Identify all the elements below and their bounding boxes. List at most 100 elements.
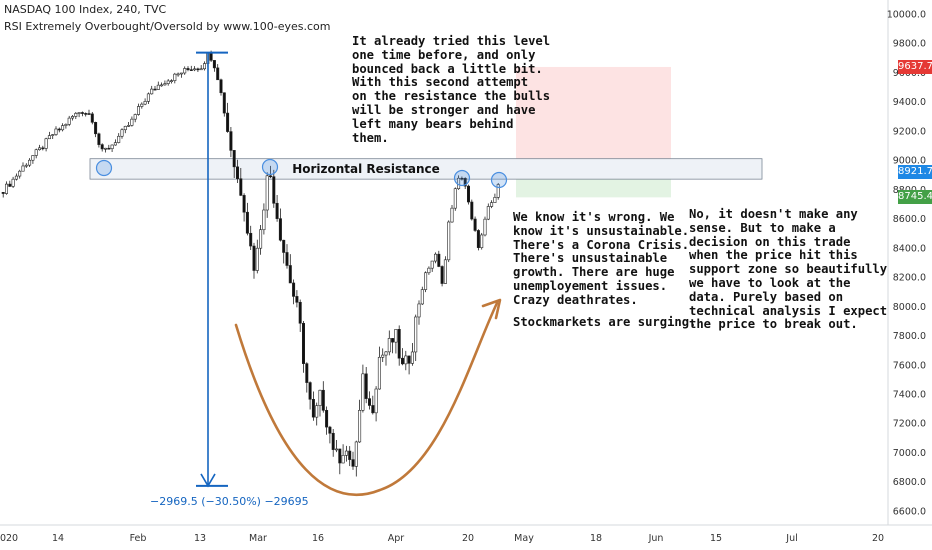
resistance-zone: Horizontal Resistance: [89, 158, 763, 180]
annotation-sentiment: We know it's wrong. We know it's unsusta…: [513, 210, 690, 307]
trend-arc: [234, 298, 502, 497]
candle-body: [166, 80, 170, 84]
candle-body: [301, 322, 305, 364]
candle-body: [87, 113, 91, 115]
price-tag-stop: 9637.7: [898, 59, 932, 74]
candle-body: [80, 112, 84, 114]
candle-body: [328, 426, 332, 434]
candle-body: [265, 175, 269, 211]
u-arc-arrowhead: [481, 298, 502, 320]
candle-body: [334, 448, 338, 451]
candle-body: [473, 218, 477, 231]
candle-body: [170, 80, 174, 82]
stop-loss-zone: [516, 66, 671, 172]
candle-body: [308, 382, 312, 400]
candle-body: [407, 355, 411, 364]
candle-body: [318, 389, 322, 406]
time-axis: 2020 14 Feb 13 Mar 16 Apr 20 May 18 Jun 15 Jul 20: [0, 524, 932, 544]
candle-body: [305, 363, 309, 383]
candle-body: [84, 113, 88, 115]
candle-body: [331, 432, 335, 450]
price-tag-entry: 8921.7: [898, 164, 932, 179]
candle-body: [127, 125, 131, 127]
price-tick-label: 10000.0: [887, 10, 926, 21]
candle-body: [113, 142, 117, 146]
candle-body: [143, 101, 147, 105]
price-tick-label: 8400.0: [893, 243, 926, 254]
candle-body: [107, 147, 111, 150]
candle-body: [176, 73, 180, 76]
candle-body: [417, 303, 421, 318]
candle-body: [236, 166, 240, 179]
candle-body: [186, 68, 190, 70]
price-tick-label: 9000.0: [893, 156, 926, 167]
candle-body: [41, 147, 45, 150]
candle-body: [203, 63, 207, 70]
candle-body: [391, 338, 395, 343]
price-tag-target: 8745.4: [898, 190, 932, 205]
candle-body: [179, 72, 183, 75]
candle-body: [344, 450, 348, 456]
candle-body: [272, 176, 276, 204]
candle-body: [311, 398, 315, 418]
candle-body: [173, 73, 177, 81]
candle-body: [216, 67, 220, 81]
resistance-label: Horizontal Resistance: [292, 162, 440, 176]
candle-body: [394, 329, 398, 343]
price-tick-label: 6600.0: [893, 506, 926, 517]
candle-body: [440, 266, 444, 284]
candle-body: [453, 188, 457, 209]
annotation-technical: No, it doesn't make any sense. But to ma…: [689, 207, 888, 332]
time-tick-label: Jul: [785, 533, 797, 544]
candle-body: [5, 183, 9, 194]
candle-body: [486, 206, 490, 220]
candle-body: [90, 113, 94, 123]
candle-body: [28, 159, 32, 166]
touch-circle: [95, 159, 113, 177]
candle-body: [212, 60, 216, 69]
price-tick-label: 7800.0: [893, 331, 926, 342]
candle-body: [153, 88, 157, 91]
candle-body: [430, 260, 434, 269]
candle-body: [447, 221, 451, 261]
touch-circle: [490, 171, 508, 189]
candle-body: [160, 84, 164, 87]
candle-body: [183, 68, 187, 74]
candle-body: [189, 69, 193, 71]
resistance-box: [89, 158, 763, 180]
candle-body: [37, 147, 41, 151]
candle-body: [450, 207, 454, 223]
candle-body: [239, 178, 243, 196]
candle-body: [255, 247, 259, 271]
candle-body: [371, 405, 375, 414]
candle-body: [361, 373, 365, 411]
candle-body: [414, 316, 418, 353]
candle-body: [137, 106, 141, 115]
candle-body: [61, 125, 65, 131]
price-tick-label: 7000.0: [893, 448, 926, 459]
price-tick-label: 7400.0: [893, 389, 926, 400]
candle-body: [275, 202, 279, 219]
price-tick-label: 9400.0: [893, 97, 926, 108]
candle-body: [57, 128, 61, 131]
candle-body: [133, 114, 137, 120]
candle-body: [226, 112, 230, 132]
measure-label: −2969.5 (−30.50%) −29695: [150, 495, 309, 508]
candle-body: [295, 296, 299, 303]
touch-circle: [453, 169, 471, 187]
price-axis: 6600.0 6800.0 7000.0 7200.0 7400.0 7600.0 7800…: [887, 0, 926, 525]
candle-body: [51, 134, 55, 136]
candle-body: [18, 170, 22, 177]
candle-body: [100, 144, 104, 150]
candle-body: [123, 125, 127, 131]
candle-body: [358, 410, 362, 443]
candle-body: [249, 232, 253, 247]
candle-body: [156, 84, 160, 90]
touch-circles: [95, 158, 508, 189]
candle-body: [443, 259, 447, 284]
candle-body: [348, 450, 352, 460]
candle-body: [229, 131, 233, 151]
candle-body: [120, 129, 124, 137]
time-tick-label: Jun: [648, 533, 664, 544]
